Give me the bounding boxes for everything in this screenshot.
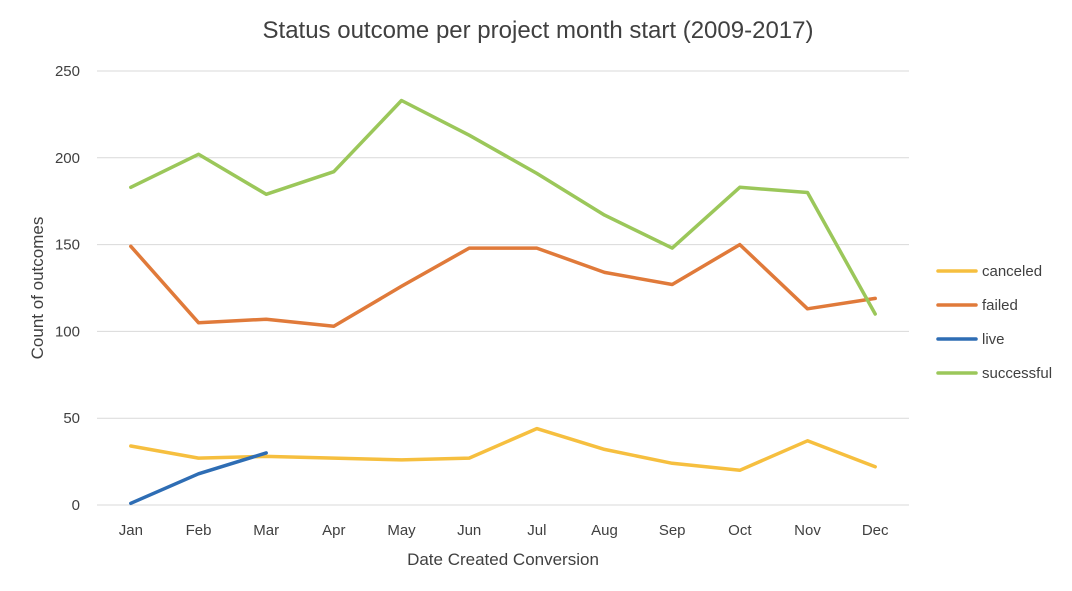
x-tick-label: Apr <box>322 522 345 539</box>
legend-item-failed: failed <box>936 297 1018 314</box>
x-tick-label: Oct <box>728 522 752 539</box>
legend-item-canceled: canceled <box>936 263 1042 280</box>
gridlines <box>97 70 909 506</box>
x-tick-label: Mar <box>253 522 279 539</box>
x-tick-label: Nov <box>794 522 821 539</box>
x-axis-ticks: Jan Feb Mar Apr May Jun Jul Aug Sep Oct Nov Dec <box>119 522 889 539</box>
legend-label: successful <box>982 365 1052 382</box>
x-tick-label: Dec <box>862 522 889 539</box>
x-tick-label: Sep <box>659 522 686 539</box>
legend: canceled failed live successful <box>936 263 1052 382</box>
y-tick-label: 150 <box>55 237 80 254</box>
series-lines <box>129 98 877 506</box>
x-tick-label: Aug <box>591 522 618 539</box>
legend-label: failed <box>982 297 1018 314</box>
legend-item-successful: successful <box>936 365 1052 382</box>
legend-item-live: live <box>936 331 1005 348</box>
series-line-live <box>129 451 268 506</box>
legend-label: canceled <box>982 263 1042 280</box>
series-line-canceled <box>129 426 877 473</box>
x-tick-label: Feb <box>186 522 212 539</box>
y-tick-label: 250 <box>55 63 80 80</box>
x-axis-title: Date Created Conversion <box>407 550 599 569</box>
y-axis-title: Count of outcomes <box>28 217 47 360</box>
x-tick-label: Jun <box>457 522 481 539</box>
y-tick-label: 200 <box>55 150 80 167</box>
chart-title: Status outcome per project month start (… <box>263 17 814 44</box>
x-tick-label: Jan <box>119 522 143 539</box>
series-line-successful <box>129 98 877 316</box>
series-line-failed <box>129 242 877 328</box>
y-tick-label: 0 <box>72 497 80 514</box>
y-axis-ticks: 0 50 100 150 200 250 <box>55 63 80 514</box>
y-tick-label: 100 <box>55 323 80 340</box>
x-tick-label: May <box>387 522 416 539</box>
legend-label: live <box>982 331 1005 348</box>
y-tick-label: 50 <box>63 410 80 427</box>
x-tick-label: Jul <box>527 522 546 539</box>
